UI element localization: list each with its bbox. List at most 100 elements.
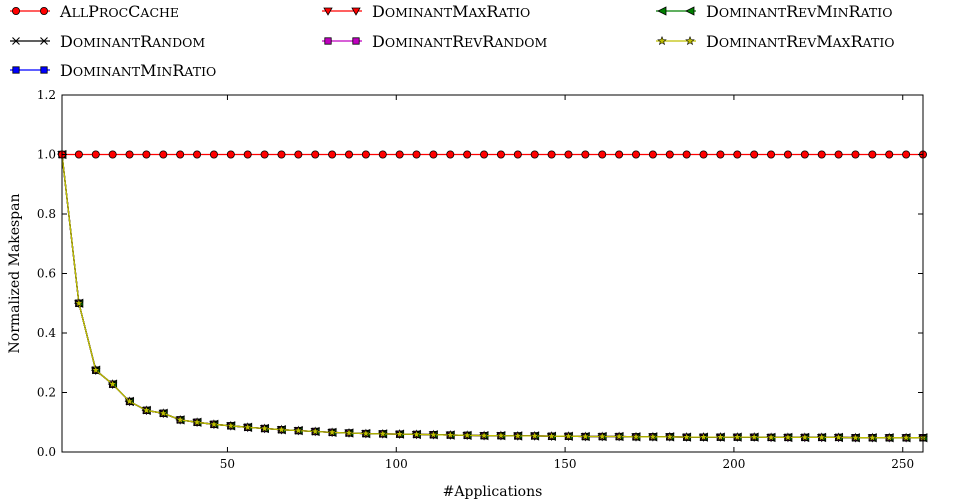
data-point bbox=[657, 36, 667, 46]
legend-label: DOMINANTRANDOM bbox=[60, 32, 205, 51]
data-point bbox=[732, 432, 743, 442]
data-point bbox=[648, 150, 657, 159]
legend-item-DominantRevRandom: DOMINANTREVRANDOM bbox=[322, 32, 548, 51]
y-tick-label: 1.2 bbox=[37, 88, 56, 102]
legend-item-AllProcCache: ALLPROCCACHE bbox=[10, 2, 179, 21]
data-point bbox=[682, 150, 691, 159]
legend-label: ALLPROCCACHE bbox=[59, 2, 179, 21]
data-point bbox=[310, 426, 321, 436]
legend-label: DOMINANTMAXRATIO bbox=[372, 2, 530, 21]
x-tick-label: 200 bbox=[722, 457, 745, 471]
data-point bbox=[351, 7, 361, 16]
data-point bbox=[479, 430, 489, 440]
data-point bbox=[378, 150, 387, 159]
legend-item-DominantMaxRatio: DOMINANTMAXRATIO bbox=[322, 2, 530, 21]
series-line bbox=[61, 154, 923, 439]
data-point bbox=[902, 150, 911, 159]
data-point bbox=[715, 432, 726, 442]
data-point bbox=[74, 150, 83, 159]
data-point bbox=[733, 150, 742, 159]
data-point bbox=[868, 150, 877, 159]
data-point bbox=[352, 37, 360, 45]
data-point bbox=[12, 37, 20, 45]
data-point bbox=[446, 150, 455, 159]
data-point bbox=[834, 150, 843, 159]
data-point bbox=[108, 150, 117, 159]
y-tick-label: 0.0 bbox=[37, 445, 56, 459]
x-axis-label: #Applications bbox=[443, 484, 543, 500]
data-point bbox=[496, 430, 506, 440]
data-point bbox=[328, 150, 337, 159]
data-point bbox=[344, 428, 354, 438]
plot-area bbox=[57, 149, 928, 443]
data-point bbox=[685, 36, 695, 46]
data-point bbox=[192, 417, 202, 427]
data-point bbox=[664, 431, 675, 441]
legend-item-DominantRevMaxRatio: DOMINANTREVMAXRATIO bbox=[656, 32, 895, 51]
series-DominantMaxRatio bbox=[57, 151, 928, 443]
y-tick-label: 1.0 bbox=[37, 148, 56, 162]
data-point bbox=[142, 150, 151, 159]
data-point bbox=[260, 150, 269, 159]
data-point bbox=[411, 429, 422, 439]
data-point bbox=[614, 431, 624, 441]
data-point bbox=[546, 431, 557, 441]
data-point bbox=[40, 66, 48, 74]
data-point bbox=[428, 429, 439, 439]
data-point bbox=[40, 7, 49, 15]
data-point bbox=[800, 150, 809, 159]
data-point bbox=[597, 431, 608, 441]
data-point bbox=[124, 396, 135, 406]
data-point bbox=[766, 432, 776, 442]
data-point bbox=[91, 150, 100, 159]
series-DominantRandom bbox=[58, 150, 927, 442]
data-point bbox=[580, 431, 591, 441]
data-point bbox=[324, 37, 332, 45]
series-DominantRevRandom bbox=[58, 150, 927, 442]
data-point bbox=[377, 428, 388, 438]
x-tick-label: 250 bbox=[891, 457, 914, 471]
data-point bbox=[12, 66, 20, 74]
data-point bbox=[833, 432, 844, 442]
series-line bbox=[61, 154, 923, 439]
data-point bbox=[867, 432, 878, 442]
data-point bbox=[816, 432, 827, 442]
data-point bbox=[209, 150, 218, 159]
data-point bbox=[429, 150, 438, 159]
data-point bbox=[885, 150, 894, 159]
data-point bbox=[850, 432, 861, 442]
series-line bbox=[61, 154, 923, 439]
data-point bbox=[259, 423, 270, 433]
data-point bbox=[74, 298, 84, 308]
legend: ALLPROCCACHE DOMINANTRANDOM DOMINANTMINRAT… bbox=[10, 2, 895, 80]
data-point bbox=[529, 430, 540, 440]
data-point bbox=[323, 7, 333, 16]
data-point bbox=[530, 150, 539, 159]
data-point bbox=[293, 425, 304, 435]
data-point bbox=[226, 150, 235, 159]
series-line bbox=[61, 154, 923, 439]
data-point bbox=[851, 150, 860, 159]
series-AllProcCache bbox=[58, 150, 928, 159]
data-point bbox=[141, 405, 152, 415]
data-point bbox=[327, 427, 337, 437]
data-point bbox=[225, 420, 236, 430]
data-point bbox=[681, 432, 692, 442]
data-point bbox=[817, 150, 826, 159]
series-DominantMinRatio bbox=[58, 150, 927, 442]
data-point bbox=[564, 150, 573, 159]
y-tick-label: 0.6 bbox=[37, 267, 56, 281]
data-point bbox=[361, 150, 370, 159]
data-point bbox=[749, 432, 760, 442]
data-point bbox=[496, 150, 505, 159]
data-point bbox=[547, 150, 556, 159]
data-point bbox=[581, 150, 590, 159]
x-tick-label: 150 bbox=[554, 457, 577, 471]
data-point bbox=[209, 419, 219, 429]
data-point bbox=[40, 37, 48, 45]
x-tick-label: 100 bbox=[385, 457, 408, 471]
series-line bbox=[61, 154, 923, 439]
data-point bbox=[344, 150, 353, 159]
series-DominantRevMaxRatio bbox=[57, 149, 928, 442]
data-point bbox=[193, 150, 202, 159]
